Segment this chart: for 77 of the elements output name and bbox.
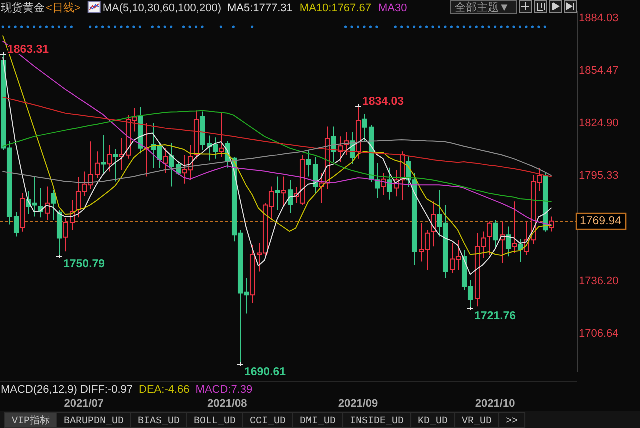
candlestick xyxy=(200,111,206,151)
text: DMI_UD xyxy=(300,416,336,428)
text: DEA:-4.66 xyxy=(139,384,190,396)
line-series xyxy=(2,40,552,226)
candlestick xyxy=(20,192,26,232)
candlestick xyxy=(430,201,436,248)
candlestick xyxy=(506,226,512,258)
x-tick-label: 2021/07 xyxy=(64,398,104,410)
candlestick xyxy=(492,219,498,249)
text: BOLL_UD xyxy=(194,416,236,428)
y-tick-label: 1795.33 xyxy=(579,170,619,182)
candlestick xyxy=(112,148,118,182)
text: VR_UD xyxy=(462,416,492,428)
chart-title: 现货黄金 xyxy=(1,2,45,14)
annotation: 1721.76 xyxy=(474,310,516,322)
legend-title: MA(5,10,30,60,100,200) xyxy=(102,2,222,14)
line-series xyxy=(2,36,552,256)
annotation: 全部主题▼ xyxy=(455,1,510,14)
y-tick-label: 1706.64 xyxy=(579,328,619,340)
x-tick-label: 2021/10 xyxy=(475,398,516,410)
candlestick xyxy=(100,134,106,174)
text: MA10:1767.67 xyxy=(300,2,372,14)
annotation: 1834.03 xyxy=(362,96,404,108)
line-series xyxy=(2,96,552,178)
candlestick xyxy=(542,172,548,232)
candlestick xyxy=(280,176,286,208)
text: MACD(26,12,9) DIFF:-0.97 xyxy=(1,384,134,396)
text: >> xyxy=(506,416,518,428)
candlestick xyxy=(14,212,20,238)
text: KD_UD xyxy=(418,416,448,428)
line-series xyxy=(2,140,552,184)
text: VIP指标 xyxy=(12,414,50,428)
candlestick xyxy=(106,144,112,172)
candlestick xyxy=(194,110,200,160)
text: INSIDE_UD xyxy=(350,416,404,428)
y-tick-label: 1824.90 xyxy=(579,118,619,130)
ref-line-label: 1769.94 xyxy=(580,216,622,228)
candlestick xyxy=(512,201,518,254)
candlestick xyxy=(374,162,380,199)
candlestick xyxy=(380,172,386,196)
line-series xyxy=(2,56,552,276)
text: CCI_UD xyxy=(250,416,286,428)
candlestick xyxy=(162,148,168,174)
text: MA30 xyxy=(378,2,408,14)
candlestick xyxy=(50,190,56,220)
candlestick xyxy=(518,238,524,263)
annotation: 1690.61 xyxy=(244,366,287,378)
text: BARUPDN_UD xyxy=(64,416,124,428)
candlestick xyxy=(386,167,392,200)
candlestick xyxy=(500,221,506,264)
candlestick xyxy=(288,180,294,214)
candlestick xyxy=(138,106,144,154)
y-tick-label: 1854.47 xyxy=(579,64,619,77)
candlestick xyxy=(218,112,224,158)
candlestick xyxy=(38,188,44,218)
line-series xyxy=(2,110,552,202)
annotation: 1750.79 xyxy=(64,258,106,270)
candlestick xyxy=(168,142,174,188)
y-tick-label: 1736.20 xyxy=(579,275,619,288)
candlestick xyxy=(94,151,100,179)
text: BIAS_UD xyxy=(138,416,180,428)
text: MA5:1777.31 xyxy=(227,2,293,14)
candlestick xyxy=(118,138,124,171)
candlestick xyxy=(144,122,150,178)
x-tick-label: 2021/08 xyxy=(208,398,248,410)
x-tick-label: 2021/09 xyxy=(338,398,378,410)
y-tick-label: 1884.03 xyxy=(579,12,619,24)
text: MACD:7.39 xyxy=(196,384,253,396)
candlestick xyxy=(62,218,68,252)
candlestick xyxy=(44,186,50,220)
chart-subtitle: <日线> xyxy=(46,2,81,14)
candlestick xyxy=(362,114,368,142)
candlestick xyxy=(306,150,312,178)
candlestick xyxy=(312,156,318,196)
candlestick xyxy=(250,244,256,304)
candlestick xyxy=(274,176,280,211)
candlestick xyxy=(486,221,492,256)
